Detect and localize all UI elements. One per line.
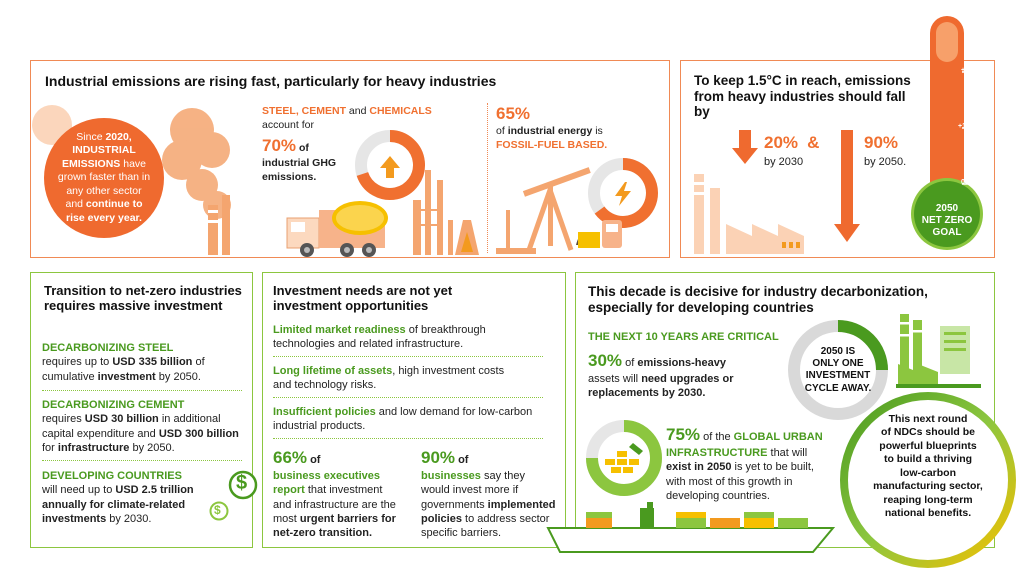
green-factory-illustration — [896, 314, 981, 388]
target-2030: 20% & by 2030 — [764, 133, 820, 168]
panel-title-decisive-decade: This decade is decisive for industry dec… — [588, 284, 928, 315]
bricks-icon — [605, 443, 643, 473]
cement-truck-refinery-illustration — [286, 170, 479, 257]
panel-investment-opportunities — [262, 272, 566, 548]
ndc-text: This next round of NDCs should be powerf… — [873, 413, 983, 520]
steel-cement-chemicals-text: STEEL, CEMENT and CHEMICALS account for … — [262, 105, 432, 184]
separator — [42, 390, 242, 391]
emissions-circle — [44, 118, 164, 238]
stat-30-assets: 30% of emissions-heavy assets will need … — [588, 351, 734, 400]
barrier-insufficient-policies: Insufficient policies and low demand for… — [273, 406, 533, 433]
net-zero-goal-label: 2050 NET ZERO GOAL — [921, 203, 973, 238]
panel-title-keep-1-5c: To keep 1.5°C in reach, emissions from h… — [694, 73, 911, 120]
steel-share-gauge — [355, 130, 425, 200]
gauge-fill — [356, 130, 425, 200]
panel-title-industrial-emissions: Industrial emissions are rising fast, pa… — [45, 73, 497, 89]
target-2050: 90% by 2050. — [864, 133, 907, 168]
next-10-years-label: THE NEXT 10 YEARS ARE CRITICAL — [588, 331, 779, 343]
investment-cycle-ring — [788, 320, 888, 420]
stat-66-business-executives: 66% of business executives report that i… — [273, 448, 396, 540]
stat-75-urban-infrastructure: 75% of the GLOBAL URBAN INFRASTRUCTURE t… — [666, 425, 823, 502]
steel-investment: DECARBONIZING STEEL requires up to USD 3… — [42, 342, 205, 383]
dollar-small-icon — [209, 501, 229, 521]
temp-label-3c: +3°C — [961, 67, 977, 74]
temp-label-0c: 0°C — [961, 179, 973, 186]
temp-label-1-5c: +1.5°C — [958, 123, 980, 130]
dollar-icon — [228, 470, 258, 500]
emissions-circle-text: Since 2020, INDUSTRIAL EMISSIONS have gr… — [57, 131, 151, 224]
panel-title-investment-opportunities: Investment needs are not yet investment … — [273, 283, 453, 313]
factory-illustration — [694, 174, 804, 254]
separator — [273, 438, 543, 439]
developing-countries-investment: DEVELOPING COUNTRIES will need up to USD… — [42, 470, 194, 525]
cement-investment: DECARBONIZING CEMENT requires USD 30 bil… — [42, 399, 239, 454]
down-arrow-90-icon — [834, 130, 860, 242]
urban-infrastructure-gauge — [586, 420, 662, 496]
thermometer-icon — [911, 16, 983, 250]
up-arrow-icon — [373, 151, 407, 185]
separator — [273, 397, 543, 398]
fossil-fuel-energy-text: 65% of industrial energy is FOSSIL-FUEL … — [496, 104, 608, 151]
cargo-ship-illustration — [546, 502, 836, 553]
dollar-sign-small: $ — [214, 503, 221, 517]
gauge-fill — [586, 420, 662, 496]
barrier-long-lifetime: Long lifetime of assets, high investment… — [273, 365, 505, 392]
stat-90-businesses: 90% of businesses say they would invest … — [421, 448, 556, 540]
separator — [273, 356, 543, 357]
investment-cycle-text: 2050 IS ONLY ONE INVESTMENT CYCLE AWAY. — [804, 346, 872, 394]
ndc-circle — [840, 392, 1016, 568]
divider-dotted — [487, 103, 488, 253]
panel-massive-investment — [30, 272, 253, 548]
dollar-sign-large: $ — [236, 472, 248, 494]
separator — [42, 460, 242, 461]
barrier-market-readiness: Limited market readiness of breakthrough… — [273, 324, 486, 351]
oil-pump-illustration — [496, 167, 622, 254]
smoke-stacks-illustration — [32, 105, 231, 255]
down-arrow-20-icon — [732, 130, 758, 164]
lightning-icon — [615, 182, 631, 206]
panel-title-massive-investment: Transition to net-zero industries requir… — [44, 283, 242, 313]
